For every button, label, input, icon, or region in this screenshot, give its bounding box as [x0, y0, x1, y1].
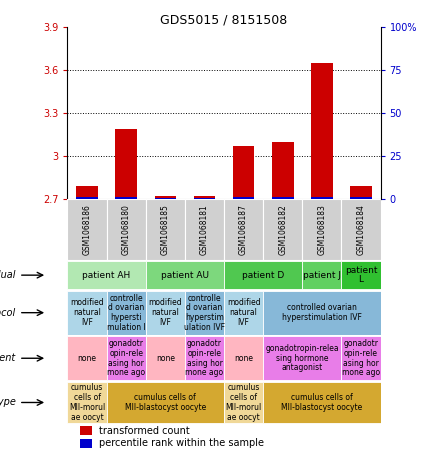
Text: gonadotr
opin-rele
asing hor
mone ago: gonadotr opin-rele asing hor mone ago [185, 339, 223, 377]
FancyBboxPatch shape [106, 199, 145, 260]
Text: agent: agent [0, 353, 16, 363]
Text: GSM1068186: GSM1068186 [82, 204, 91, 255]
Text: modified
natural
IVF: modified natural IVF [226, 299, 260, 327]
Bar [76, 198, 98, 199]
Bar [349, 186, 371, 199]
Text: GSM1068185: GSM1068185 [161, 204, 169, 255]
Text: controlled ovarian
hyperstimulation IVF: controlled ovarian hyperstimulation IVF [281, 304, 361, 322]
Bar [271, 198, 293, 199]
FancyBboxPatch shape [224, 261, 302, 289]
Text: cumulus cells of
MII-blastocyst oocyte: cumulus cells of MII-blastocyst oocyte [125, 393, 205, 412]
FancyBboxPatch shape [106, 291, 145, 335]
FancyBboxPatch shape [145, 261, 224, 289]
Bar [80, 439, 92, 448]
FancyBboxPatch shape [67, 382, 106, 423]
Text: cumulus
cells of
MII-morul
ae oocyt: cumulus cells of MII-morul ae oocyt [225, 383, 261, 422]
FancyBboxPatch shape [302, 199, 341, 260]
Bar [193, 196, 215, 199]
Text: GSM1068180: GSM1068180 [122, 204, 130, 255]
FancyBboxPatch shape [263, 382, 380, 423]
Text: gonadotropin-relea
sing hormone
antagonist: gonadotropin-relea sing hormone antagoni… [265, 344, 339, 372]
Bar [154, 198, 176, 199]
FancyBboxPatch shape [67, 291, 106, 335]
Text: cell type: cell type [0, 397, 16, 408]
Text: GSM1068187: GSM1068187 [239, 204, 247, 255]
FancyBboxPatch shape [184, 199, 224, 260]
Text: protocol: protocol [0, 308, 16, 318]
Text: GSM1068181: GSM1068181 [200, 204, 208, 255]
Bar [115, 198, 137, 199]
Bar [349, 198, 371, 199]
Bar [232, 146, 254, 199]
Text: GSM1068182: GSM1068182 [278, 204, 286, 255]
Text: patient J: patient J [302, 270, 340, 280]
Text: percentile rank within the sample: percentile rank within the sample [99, 439, 263, 448]
Bar [271, 141, 293, 199]
FancyBboxPatch shape [224, 199, 263, 260]
Title: GDS5015 / 8151508: GDS5015 / 8151508 [160, 13, 287, 26]
FancyBboxPatch shape [341, 261, 380, 289]
FancyBboxPatch shape [106, 337, 145, 380]
Text: patient
L: patient L [344, 266, 376, 284]
FancyBboxPatch shape [67, 199, 106, 260]
FancyBboxPatch shape [67, 261, 145, 289]
Text: GSM1068183: GSM1068183 [317, 204, 326, 255]
Bar [193, 198, 215, 199]
FancyBboxPatch shape [67, 337, 106, 380]
Text: controlle
d ovarian
hyperstim
ulation IVF: controlle d ovarian hyperstim ulation IV… [184, 294, 224, 332]
FancyBboxPatch shape [145, 337, 184, 380]
FancyBboxPatch shape [341, 199, 380, 260]
Bar [115, 129, 137, 199]
Bar [80, 426, 92, 435]
FancyBboxPatch shape [263, 291, 380, 335]
Bar [310, 197, 332, 199]
Text: cumulus
cells of
MII-morul
ae oocyt: cumulus cells of MII-morul ae oocyt [69, 383, 105, 422]
FancyBboxPatch shape [224, 382, 263, 423]
Bar [310, 63, 332, 199]
Bar [232, 198, 254, 199]
Text: none: none [77, 354, 96, 363]
FancyBboxPatch shape [184, 291, 224, 335]
FancyBboxPatch shape [263, 337, 341, 380]
FancyBboxPatch shape [224, 291, 263, 335]
FancyBboxPatch shape [106, 382, 224, 423]
Text: gonadotr
opin-rele
asing hor
mone ago: gonadotr opin-rele asing hor mone ago [341, 339, 379, 377]
Text: none: none [155, 354, 174, 363]
Text: gonadotr
opin-rele
asing hor
mone ago: gonadotr opin-rele asing hor mone ago [107, 339, 145, 377]
FancyBboxPatch shape [341, 337, 380, 380]
FancyBboxPatch shape [184, 337, 224, 380]
Text: modified
natural
IVF: modified natural IVF [70, 299, 104, 327]
Bar [154, 196, 176, 199]
FancyBboxPatch shape [145, 199, 184, 260]
Text: transformed count: transformed count [99, 426, 189, 436]
Text: GSM1068184: GSM1068184 [356, 204, 365, 255]
Text: patient AH: patient AH [82, 270, 130, 280]
Text: cumulus cells of
MII-blastocyst oocyte: cumulus cells of MII-blastocyst oocyte [281, 393, 362, 412]
Text: none: none [233, 354, 253, 363]
Text: individual: individual [0, 270, 16, 280]
FancyBboxPatch shape [224, 337, 263, 380]
Bar [76, 186, 98, 199]
Text: modified
natural
IVF: modified natural IVF [148, 299, 182, 327]
FancyBboxPatch shape [263, 199, 302, 260]
Text: patient AU: patient AU [161, 270, 208, 280]
FancyBboxPatch shape [302, 261, 341, 289]
Text: controlle
d ovarian
hypersti
mulation I: controlle d ovarian hypersti mulation I [106, 294, 145, 332]
FancyBboxPatch shape [145, 291, 184, 335]
Text: patient D: patient D [241, 270, 284, 280]
